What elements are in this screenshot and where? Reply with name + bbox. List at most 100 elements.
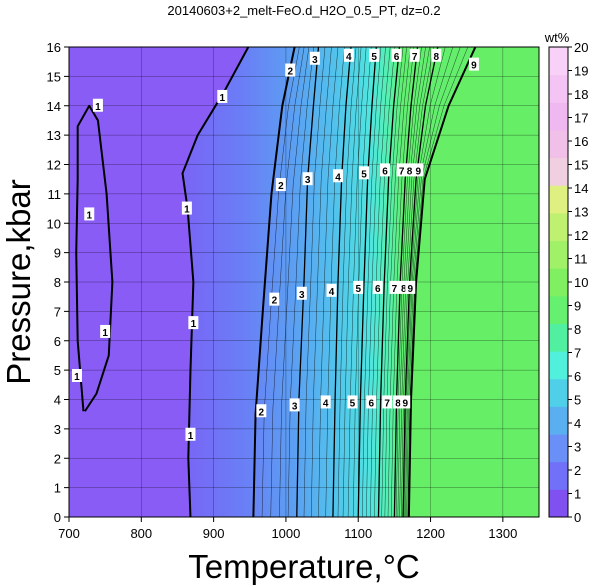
minor-contour xyxy=(397,47,426,517)
contour-line-8 xyxy=(402,47,439,517)
contour-label-text: 3 xyxy=(305,175,311,186)
contour-label-box xyxy=(366,395,377,409)
colorbar-tick-label: 7 xyxy=(574,346,581,361)
contour-label: 1 xyxy=(217,89,228,104)
contour-label-text: 3 xyxy=(312,55,318,66)
y-tick-label: 14 xyxy=(47,99,61,114)
contour-label: 7 xyxy=(382,395,393,409)
contour-line-5 xyxy=(357,47,377,517)
contour-line-6 xyxy=(377,47,401,517)
colorbar-segment xyxy=(549,434,568,463)
contour-label-text: 4 xyxy=(323,398,329,409)
colorbar-tick-label: 0 xyxy=(574,510,581,525)
contour-label: 4 xyxy=(332,169,343,183)
colorbar-tick-label: 18 xyxy=(574,87,588,102)
contour-label: 3 xyxy=(296,286,307,301)
minor-contour xyxy=(342,47,362,517)
y-axis-label: Pressure,kbar xyxy=(0,179,37,384)
contour-label-text: 4 xyxy=(335,172,341,183)
contour-label-box xyxy=(405,280,416,294)
contour-label-text: 2 xyxy=(278,181,284,192)
contour-label-text: 9 xyxy=(408,284,414,295)
colorbar-tick-label: 10 xyxy=(574,275,588,290)
contour-label-box xyxy=(389,280,400,294)
contour-label-box xyxy=(296,286,307,300)
colorbar-tick-label: 1 xyxy=(574,487,581,502)
contour-label-box xyxy=(359,166,370,180)
contour-label-text: 4 xyxy=(346,52,352,63)
minor-contour xyxy=(347,47,367,517)
colorbar-segment xyxy=(549,157,568,186)
contour-label-box xyxy=(326,283,337,297)
minor-contour xyxy=(287,47,314,517)
contour-label-box xyxy=(185,427,196,441)
contour-label-box xyxy=(353,280,364,294)
contour-label-box xyxy=(275,178,286,192)
contour-label: 6 xyxy=(372,280,383,295)
contour-label: 2 xyxy=(285,63,296,78)
contour-label: 1 xyxy=(188,316,199,330)
contour-lines xyxy=(75,47,477,517)
contour-label-text: 1 xyxy=(184,205,190,216)
contour-label-text: 9 xyxy=(402,398,408,409)
y-tick-label: 3 xyxy=(54,422,61,437)
minor-contour xyxy=(270,47,305,517)
colorbar-segment xyxy=(549,489,568,518)
contour-label-text: 9 xyxy=(415,166,421,177)
contour-label-text: 1 xyxy=(188,431,194,442)
contour-label: 9 xyxy=(468,57,479,72)
colorbar-segment xyxy=(549,268,568,297)
y-tick-label: 1 xyxy=(54,481,61,496)
contour-label-box xyxy=(413,163,424,177)
contour-label: 6 xyxy=(366,395,377,409)
colorbar-segment xyxy=(549,351,568,380)
x-tick-label: 1200 xyxy=(416,526,445,541)
colorbar-segment xyxy=(549,323,568,352)
contour-label-text: 8 xyxy=(401,284,407,295)
contour-label-text: 3 xyxy=(292,401,298,412)
minor-contour xyxy=(279,47,310,517)
contour-label-text: 6 xyxy=(394,52,400,63)
contour-label-box xyxy=(379,163,390,177)
contour-label-box xyxy=(181,201,192,215)
x-tick-label: 800 xyxy=(130,526,152,541)
x-axis-label: Temperature,°C xyxy=(188,548,419,585)
minor-contour xyxy=(403,47,446,517)
contour-label-text: 2 xyxy=(287,67,293,78)
contour-label-box xyxy=(309,51,320,65)
contour-label: 6 xyxy=(379,163,390,177)
contour-label: 5 xyxy=(369,48,380,63)
minor-contour xyxy=(370,47,391,517)
contour-label-box xyxy=(217,89,228,103)
contour-label-box xyxy=(372,280,383,294)
minor-contour xyxy=(387,47,411,517)
contour-label-box xyxy=(369,48,380,62)
y-tick-label: 12 xyxy=(47,158,61,173)
contour-label: 9 xyxy=(413,163,424,177)
minor-contour xyxy=(406,47,461,517)
minor-contour xyxy=(310,47,332,517)
contour-label-text: 8 xyxy=(434,52,440,63)
colorbar-segment xyxy=(549,461,568,490)
colorbar-segment xyxy=(549,378,568,407)
contour-label-box xyxy=(71,369,82,382)
contour-label-box xyxy=(343,48,354,62)
minor-contour xyxy=(362,47,382,517)
colorbar-tick-label: 14 xyxy=(574,181,588,196)
minor-contours xyxy=(261,47,469,517)
contour-label-box xyxy=(398,280,409,294)
contour-label-text: 5 xyxy=(361,169,367,180)
contour-line-9 xyxy=(407,47,477,517)
contour-label: 1 xyxy=(181,201,192,216)
colorbar-tick-label: 16 xyxy=(574,134,588,149)
contour-label: 1 xyxy=(100,324,111,339)
y-tick-label: 7 xyxy=(54,304,61,319)
contour-label-text: 5 xyxy=(355,284,361,295)
colorbar-segment xyxy=(549,240,568,269)
colorbar-tick-label: 17 xyxy=(574,111,588,126)
contour-label: 7 xyxy=(409,48,420,63)
contour-label-text: 6 xyxy=(382,166,388,177)
